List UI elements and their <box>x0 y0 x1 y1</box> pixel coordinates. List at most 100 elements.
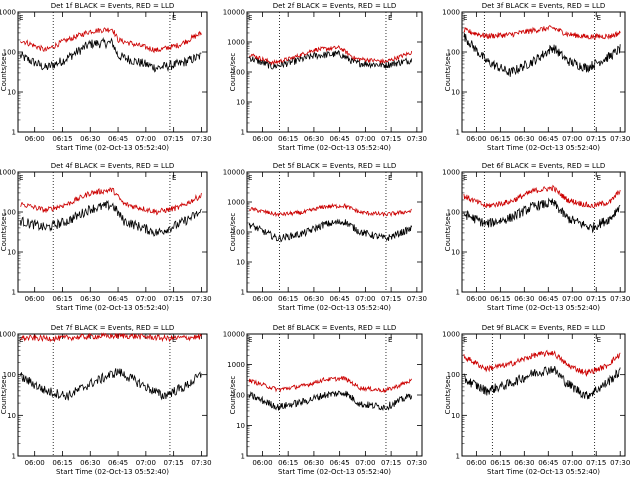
x-tick-label: 07:15 <box>164 135 184 143</box>
chart-title: Det 2f BLACK = Events, RED = LLD <box>273 2 396 10</box>
x-tick-label: 06:30 <box>514 459 534 467</box>
y-tick-label: 100 <box>3 49 16 57</box>
detector-chart-8: Det 8f BLACK = Events, RED = LLD 1 10 100 10… <box>223 324 427 476</box>
plot-frame <box>461 333 626 457</box>
y-tick-label: 1000 <box>0 9 16 17</box>
y-tick-label: 10000 <box>223 169 245 177</box>
start-marker-label: E <box>19 14 23 22</box>
x-tick-label: 06:00 <box>25 135 45 143</box>
x-tick-label: 06:15 <box>278 295 298 303</box>
y-tick-label: 10000 <box>223 331 245 339</box>
detector-chart-5: Det 5f BLACK = Events, RED = LLD 1 10 100 10… <box>223 162 427 312</box>
y-tick-label: 10 <box>7 89 16 97</box>
x-axis-label: Start Time (02-Oct-13 05:52:40) <box>56 144 169 152</box>
x-tick-label: 06:15 <box>52 135 72 143</box>
x-tick-label: 06:15 <box>52 295 72 303</box>
y-tick-label: 10 <box>451 89 460 97</box>
time-marker-label: E <box>388 336 392 344</box>
y-axis-label: Counts/sec <box>0 53 8 92</box>
x-tick-label: 07:00 <box>562 459 582 467</box>
start-marker-label: E <box>463 174 467 182</box>
lld-series-line <box>463 184 621 209</box>
start-marker-label: E <box>19 174 23 182</box>
y-tick-label: 1000 <box>227 39 245 47</box>
y-tick-label: 100 <box>232 229 245 237</box>
x-tick-label: 07:30 <box>610 459 630 467</box>
x-tick-label: 07:00 <box>562 135 582 143</box>
start-marker-label: E <box>463 14 467 22</box>
x-tick-label: 06:30 <box>304 295 324 303</box>
x-tick-label: 07:15 <box>586 459 606 467</box>
x-tick-label: 07:15 <box>381 295 401 303</box>
x-axis-label: Start Time (02-Oct-13 05:52:40) <box>487 144 600 152</box>
x-tick-label: 06:45 <box>538 459 558 467</box>
x-axis-label: Start Time (02-Oct-13 05:52:40) <box>56 468 169 476</box>
time-marker-label: E <box>172 14 176 22</box>
y-tick-label: 1000 <box>0 331 16 339</box>
start-marker-label: E <box>248 336 252 344</box>
start-marker-label: E <box>248 14 252 22</box>
chart-title: Det 6f BLACK = Events, RED = LLD <box>482 162 605 170</box>
x-tick-label: 06:15 <box>278 459 298 467</box>
y-tick-label: 1000 <box>0 169 16 177</box>
chart-title: Det 4f BLACK = Events, RED = LLD <box>51 162 174 170</box>
detector-chart-2: Det 2f BLACK = Events, RED = LLD 1 10 100 10… <box>223 2 427 152</box>
x-tick-label: 07:00 <box>136 459 156 467</box>
y-tick-label: 10 <box>7 412 16 420</box>
chart-title: Det 7f BLACK = Events, RED = LLD <box>51 324 174 332</box>
x-tick-label: 06:00 <box>25 459 45 467</box>
start-marker-label: E <box>463 336 467 344</box>
y-axis-label: Counts/sec <box>444 376 452 415</box>
lld-series-line <box>248 375 413 394</box>
events-series-line <box>19 199 202 237</box>
time-marker-label: E <box>172 174 176 182</box>
y-tick-label: 100 <box>3 371 16 379</box>
x-tick-label: 07:15 <box>381 459 401 467</box>
x-tick-label: 06:00 <box>466 459 486 467</box>
y-tick-label: 10 <box>236 99 245 107</box>
chart-title: Det 8f BLACK = Events, RED = LLD <box>273 324 396 332</box>
x-tick-label: 06:30 <box>80 295 100 303</box>
y-tick-label: 1000 <box>227 361 245 369</box>
x-tick-label: 06:00 <box>466 295 486 303</box>
x-tick-label: 07:15 <box>164 295 184 303</box>
y-tick-label: 1000 <box>227 199 245 207</box>
x-tick-label: 07:30 <box>610 295 630 303</box>
lld-series-line <box>463 24 621 41</box>
y-tick-label: 1 <box>241 129 245 137</box>
x-tick-label: 07:15 <box>164 459 184 467</box>
y-tick-label: 100 <box>447 209 460 217</box>
x-tick-label: 07:30 <box>610 135 630 143</box>
plot-frame <box>461 171 626 293</box>
x-axis-label: Start Time (02-Oct-13 05:52:40) <box>56 304 169 312</box>
chart-title: Det 1f BLACK = Events, RED = LLD <box>51 2 174 10</box>
plot-frame <box>17 11 208 133</box>
plot-frame <box>17 171 208 293</box>
x-tick-label: 06:15 <box>52 459 72 467</box>
events-series-line <box>463 366 621 400</box>
x-tick-label: 06:30 <box>80 459 100 467</box>
time-marker-label: E <box>172 336 176 344</box>
x-tick-label: 06:15 <box>490 459 510 467</box>
y-tick-label: 10 <box>236 259 245 267</box>
y-tick-label: 10 <box>236 422 245 430</box>
y-tick-label: 100 <box>447 371 460 379</box>
y-axis-label: Counts/sec <box>229 213 237 252</box>
detector-chart-3: Det 3f BLACK = Events, RED = LLD 1 10 100 10… <box>442 2 630 152</box>
y-axis-label: Counts/sec <box>0 376 8 415</box>
detector-chart-1: Det 1f BLACK = Events, RED = LLD 1 10 100 10… <box>0 2 212 152</box>
x-tick-label: 06:45 <box>330 459 350 467</box>
x-tick-label: 06:45 <box>538 295 558 303</box>
y-tick-label: 100 <box>232 69 245 77</box>
y-tick-label: 100 <box>3 209 16 217</box>
y-tick-label: 100 <box>232 392 245 400</box>
chart-title: Det 5f BLACK = Events, RED = LLD <box>273 162 396 170</box>
x-tick-label: 07:00 <box>355 459 375 467</box>
y-tick-label: 10 <box>451 249 460 257</box>
x-tick-label: 06:00 <box>252 459 272 467</box>
x-tick-label: 06:45 <box>108 459 128 467</box>
x-tick-label: 06:45 <box>108 295 128 303</box>
x-tick-label: 07:15 <box>586 135 606 143</box>
y-tick-label: 1 <box>12 289 16 297</box>
